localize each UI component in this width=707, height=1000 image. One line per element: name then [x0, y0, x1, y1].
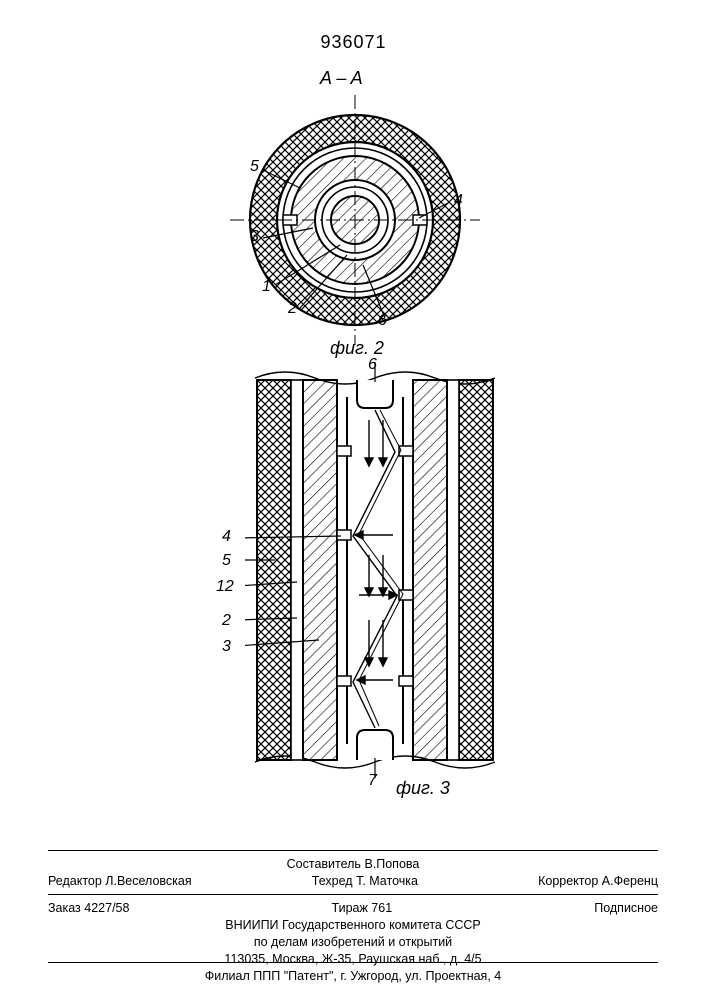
fig3-ref-12: 12: [216, 578, 234, 596]
fig2-ref-2: 2: [288, 300, 297, 318]
footer-rule-3: [48, 962, 658, 963]
techred-name: Т. Маточка: [356, 874, 418, 888]
order-number: Заказ 4227/58: [48, 900, 129, 917]
corrector-name: А.Ференц: [602, 874, 658, 888]
figure-3: [245, 360, 505, 780]
figure-2: [205, 70, 505, 370]
org-address: 113035, Москва, Ж-35, Раушская наб., д. …: [48, 951, 658, 968]
compiler-label: Составитель: [287, 857, 361, 871]
fig3-ref-4: 4: [222, 528, 231, 546]
fig3-label: фиг. 3: [396, 778, 450, 799]
footer-block-2: Заказ 4227/58 Тираж 761 Подписное ВНИИПИ…: [48, 900, 658, 968]
patent-page: 936071 A – A: [0, 0, 707, 1000]
compiler-name: В.Попова: [364, 857, 419, 871]
footer-branch: Филиал ППП "Патент", г. Ужгород, ул. Про…: [48, 968, 658, 985]
fig2-ref-4: 4: [454, 192, 463, 210]
fig2-ref-3: 3: [250, 228, 259, 246]
fig3-ref-3: 3: [222, 638, 231, 656]
subscription: Подписное: [594, 900, 658, 917]
org-line-2: по делам изобретений и открытий: [48, 934, 658, 951]
footer-rule-2: [48, 894, 658, 895]
branch-line: Филиал ППП "Патент", г. Ужгород, ул. Про…: [205, 969, 501, 983]
fig3-ref-5: 5: [222, 552, 231, 570]
fig3-ref-7: 7: [368, 772, 377, 790]
corrector-label: Корректор: [538, 874, 598, 888]
footer-block-1: Составитель В.Попова Редактор Л.Веселовс…: [48, 856, 658, 890]
fig3-ref-6: 6: [368, 356, 377, 374]
fig2-ref-5: 5: [250, 158, 259, 176]
doc-number: 936071: [0, 32, 707, 53]
editor-name: Л.Веселовская: [105, 874, 191, 888]
techred-label: Техред: [312, 874, 353, 888]
fig2-ref-6: 6: [378, 312, 387, 330]
tirazh: Тираж 761: [332, 900, 393, 917]
editor-label: Редактор: [48, 874, 102, 888]
footer-rule-1: [48, 850, 658, 851]
org-line-1: ВНИИПИ Государственного комитета СССР: [48, 917, 658, 934]
fig3-ref-2: 2: [222, 612, 231, 630]
fig2-ref-1: 1: [262, 278, 271, 296]
